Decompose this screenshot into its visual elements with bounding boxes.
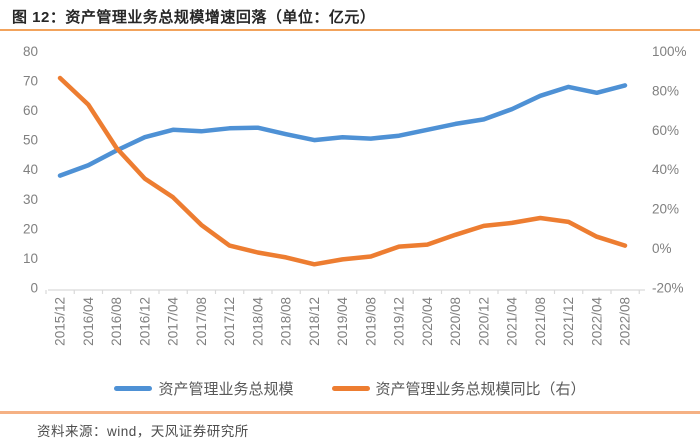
svg-text:10: 10 xyxy=(23,251,38,266)
source-note: 资料来源：wind，天风证券研究所 xyxy=(37,424,249,439)
svg-text:2019/04: 2019/04 xyxy=(335,297,350,346)
svg-text:60%: 60% xyxy=(652,123,679,138)
legend-swatch-orange-line xyxy=(331,386,370,391)
svg-text:2018/08: 2018/08 xyxy=(279,297,294,346)
svg-text:2016/04: 2016/04 xyxy=(81,297,96,346)
svg-text:2017/04: 2017/04 xyxy=(166,297,181,346)
svg-text:2015/12: 2015/12 xyxy=(53,297,68,346)
svg-text:2022/04: 2022/04 xyxy=(589,297,604,346)
svg-text:20%: 20% xyxy=(652,202,679,217)
svg-text:60: 60 xyxy=(23,103,38,118)
svg-text:2017/08: 2017/08 xyxy=(194,297,209,346)
figure-title: 图 12：资产管理业务总规模增速回落（单位：亿元） xyxy=(12,9,376,26)
svg-text:0: 0 xyxy=(30,281,38,296)
svg-text:40%: 40% xyxy=(652,162,679,177)
svg-text:2022/08: 2022/08 xyxy=(618,297,633,346)
svg-text:2020/08: 2020/08 xyxy=(448,297,463,346)
legend-label-total-scale: 资产管理业务总规模 xyxy=(158,381,294,398)
svg-text:2021/12: 2021/12 xyxy=(561,297,576,346)
footer-divider xyxy=(0,411,700,414)
svg-text:2016/12: 2016/12 xyxy=(137,297,152,346)
line-chart: 0 10 20 30 40 50 60 70 80 -20% 0% 20% 40% 60% 80% 100% 2… xyxy=(23,44,687,346)
svg-text:30: 30 xyxy=(23,192,38,207)
svg-text:2021/08: 2021/08 xyxy=(533,297,548,346)
svg-text:2021/04: 2021/04 xyxy=(505,297,520,346)
title-divider xyxy=(0,29,700,31)
svg-text:2018/12: 2018/12 xyxy=(307,297,322,346)
chart-legend: 资产管理业务总规模 资产管理业务总规模同比（右） xyxy=(0,378,700,399)
svg-text:0%: 0% xyxy=(652,241,672,256)
svg-text:2019/12: 2019/12 xyxy=(392,297,407,346)
svg-text:80: 80 xyxy=(23,44,38,59)
svg-text:40: 40 xyxy=(23,162,38,177)
legend-label-yoy: 资产管理业务总规模同比（右） xyxy=(375,381,586,398)
svg-text:80%: 80% xyxy=(652,83,679,98)
legend-item-yoy[interactable]: 资产管理业务总规模同比（右） xyxy=(331,378,586,399)
svg-text:2019/08: 2019/08 xyxy=(363,297,378,346)
svg-text:20: 20 xyxy=(23,221,38,236)
svg-text:2020/12: 2020/12 xyxy=(476,297,491,346)
svg-text:2018/04: 2018/04 xyxy=(250,297,265,346)
legend-item-total-scale[interactable]: 资产管理业务总规模 xyxy=(114,378,294,399)
svg-text:-20%: -20% xyxy=(652,281,684,296)
svg-text:2020/04: 2020/04 xyxy=(420,297,435,346)
svg-text:2016/08: 2016/08 xyxy=(109,297,124,346)
svg-text:2017/12: 2017/12 xyxy=(222,297,237,346)
svg-text:100%: 100% xyxy=(652,44,687,59)
svg-text:50: 50 xyxy=(23,133,38,148)
legend-swatch-blue-line xyxy=(114,386,153,391)
svg-text:70: 70 xyxy=(23,73,38,88)
